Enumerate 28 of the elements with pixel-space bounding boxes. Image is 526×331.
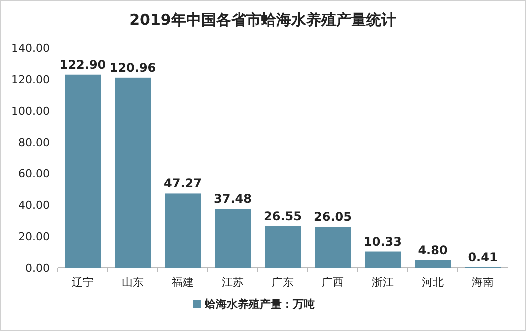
- data-label: 10.33: [364, 234, 402, 249]
- x-tick-label: 福建: [172, 276, 194, 289]
- data-label: 4.80: [418, 243, 448, 258]
- y-tick-label: 120.00: [12, 73, 50, 86]
- legend: 蛤海水养殖产量：万吨: [193, 298, 315, 311]
- x-tick-label: 河北: [422, 276, 444, 289]
- data-label: 37.48: [214, 192, 252, 206]
- y-tick-label: 0.00: [26, 262, 50, 275]
- x-tick-label: 广东: [272, 276, 294, 289]
- data-label: 0.41: [468, 250, 498, 264]
- x-tick-label: 海南: [472, 276, 494, 289]
- chart-title: 2019年中国各省市蛤海水养殖产量统计: [130, 11, 396, 29]
- x-tick-label: 江苏: [222, 276, 244, 289]
- x-tick-label: 辽宁: [72, 276, 94, 289]
- data-label: 26.55: [264, 209, 302, 224]
- data-label: 120.96: [110, 60, 156, 75]
- y-tick-label: 20.00: [18, 230, 50, 244]
- data-label: 122.90: [60, 58, 106, 72]
- x-tick-label: 浙江: [372, 276, 394, 289]
- data-label: 47.27: [164, 176, 202, 191]
- y-tick-label: 140.00: [12, 42, 50, 55]
- y-tick-label: 80.00: [18, 136, 50, 150]
- y-tick-label: 100.00: [12, 104, 50, 118]
- y-tick-label: 40.00: [18, 199, 50, 212]
- data-label: 26.05: [314, 210, 352, 224]
- x-tick-label: 广西: [322, 276, 344, 289]
- x-tick-label: 山东: [122, 276, 144, 289]
- y-tick-label: 60.00: [18, 168, 50, 181]
